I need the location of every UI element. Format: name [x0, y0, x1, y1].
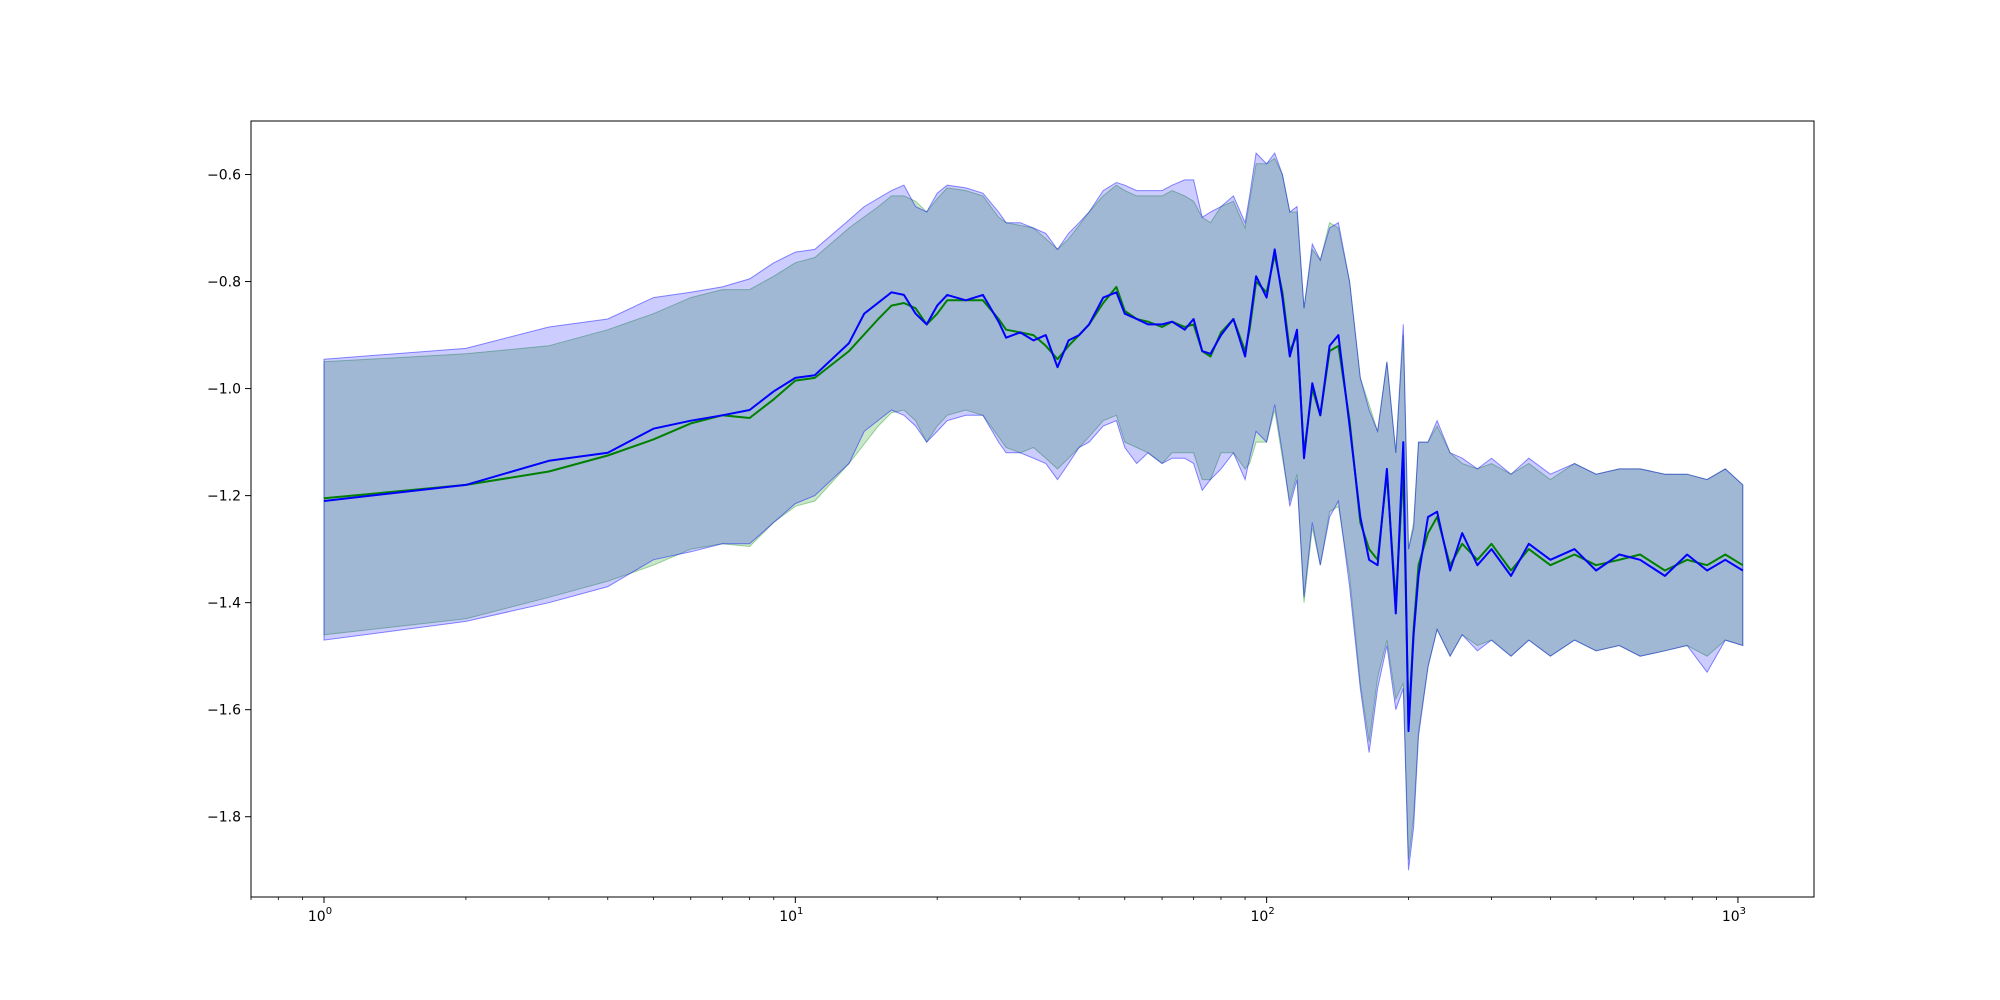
y-axis: −0.6 −0.8 −1.0 −1.2 −1.4 −1.6 −1.8	[207, 168, 251, 826]
y-tick-label: −1.2	[207, 489, 241, 505]
y-tick-label: −1.0	[207, 382, 241, 398]
series-1-band	[323, 157, 1744, 860]
y-tick-label: −1.4	[207, 596, 241, 612]
y-tick-label: −1.8	[207, 810, 241, 826]
plot-frame	[250, 120, 1815, 898]
y-tick-label: −1.6	[207, 703, 241, 719]
x-tick-label: 100	[308, 906, 332, 925]
x-tick-label: 102	[1251, 906, 1275, 925]
y-tick-label: −0.6	[207, 168, 241, 184]
series-2-line	[323, 248, 1744, 733]
series-2-band	[323, 152, 1744, 871]
x-axis: 100 101 102 103	[250, 897, 1746, 925]
y-tick-label: −0.8	[207, 275, 241, 291]
x-tick-label: 103	[1722, 906, 1746, 925]
confidence-bands	[323, 152, 1744, 871]
series-lines	[323, 248, 1744, 733]
x-tick-label: 101	[779, 906, 803, 925]
